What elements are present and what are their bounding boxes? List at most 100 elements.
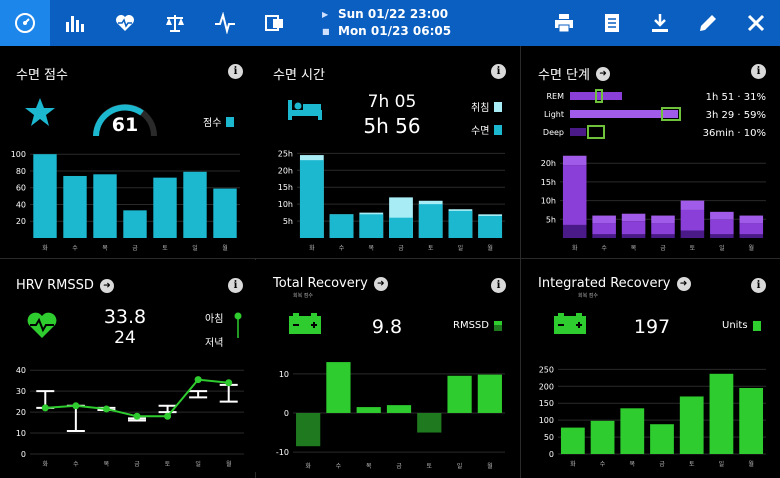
- bar: [590, 420, 615, 454]
- download-icon: [652, 14, 668, 32]
- y-tick-label: 20: [16, 408, 26, 417]
- scale-icon: [166, 15, 184, 32]
- y-tick-label: 10h: [278, 200, 293, 209]
- data-point: [164, 412, 172, 420]
- close-icon: [747, 14, 765, 32]
- integrated-recovery-panel[interactable]: Integrated Recovery ➜ 회복 점수 i 197 Units 0…: [522, 260, 780, 472]
- battery-icon: [289, 313, 321, 334]
- arrow-right-icon[interactable]: ➜: [595, 66, 610, 81]
- stage-target: [661, 107, 681, 121]
- y-tick-label: 0: [21, 450, 26, 459]
- data-point: [41, 404, 49, 412]
- bar-segment: [680, 200, 705, 210]
- stage-label: Deep: [543, 128, 564, 137]
- x-tick-label: 수: [73, 461, 79, 468]
- x-tick-label: 화: [43, 461, 49, 468]
- download-button[interactable]: [636, 0, 684, 46]
- x-tick-label: 월: [749, 244, 755, 252]
- y-tick-label: 250: [539, 365, 554, 374]
- bar-segment: [651, 215, 675, 224]
- data-point: [102, 405, 110, 413]
- edit-button[interactable]: [684, 0, 732, 46]
- report-button[interactable]: [588, 0, 636, 46]
- legend-swatch: [226, 116, 235, 127]
- pulse-button[interactable]: [200, 0, 250, 46]
- arrow-right-icon[interactable]: ➜: [373, 276, 388, 291]
- x-tick-label: 금: [659, 461, 665, 468]
- bar-segment: [710, 219, 734, 235]
- arrow-right-icon[interactable]: ➜: [676, 276, 691, 291]
- bar-segment: [739, 223, 764, 235]
- total-recovery-panel[interactable]: Total Recovery ➜ 회복 점수 i 9.8 RMSSD -10 0 10…: [257, 260, 520, 472]
- x-tick-label: 화: [572, 245, 578, 252]
- x-tick-label: 수: [72, 245, 78, 252]
- bar-segment: [739, 234, 764, 238]
- info-icon[interactable]: i: [491, 278, 506, 293]
- x-tick-label: 금: [134, 461, 140, 468]
- device-sync-icon: [265, 15, 283, 31]
- bar-segment: [680, 230, 705, 238]
- x-tick-label: 금: [132, 245, 138, 252]
- info-icon[interactable]: i: [228, 278, 243, 293]
- legend-swatch: [494, 101, 503, 112]
- x-tick-label: 화: [305, 463, 311, 470]
- integrated-recovery-chart: 0 50 100 150 200 250 화 수 목 금 토 일 월: [539, 365, 766, 468]
- sleep-stages-panel[interactable]: 수면 단계 ➜ i REM 1h 51 · 31% Light 3h 29 · 59% D…: [522, 46, 780, 258]
- bar-segment: [562, 165, 587, 225]
- bar-segment: [592, 215, 616, 224]
- bar: [63, 175, 87, 238]
- bar-asleep: [329, 214, 354, 238]
- x-tick-label: 토: [162, 245, 168, 252]
- stop-icon: ■: [322, 27, 330, 36]
- sleep-time-panel[interactable]: 수면 시간 i 7h 05 5h 56 취침 수면 5h 10h 15h 20h 25h…: [257, 46, 520, 258]
- stage-value: 3h 29 · 59%: [706, 110, 766, 121]
- sync-button[interactable]: [250, 0, 300, 46]
- x-tick-label: 목: [631, 245, 637, 252]
- stage-label: Light: [544, 110, 564, 119]
- bed-icon: [288, 100, 322, 120]
- sleep-time-chart: 5h 10h 15h 20h 25h 화 수 목 금 토 일 월: [278, 149, 505, 252]
- close-button[interactable]: [732, 0, 780, 46]
- x-tick-label: 일: [458, 244, 464, 252]
- bar-segment: [592, 223, 616, 235]
- data-point: [133, 412, 141, 420]
- heart-icon: [116, 15, 134, 31]
- legend-units: Units: [722, 320, 748, 331]
- info-icon[interactable]: i: [491, 64, 506, 79]
- bar-asleep: [448, 210, 473, 238]
- bar: [739, 388, 764, 454]
- arrow-right-icon[interactable]: ➜: [99, 278, 114, 293]
- balance-button[interactable]: [150, 0, 200, 46]
- hrv-panel[interactable]: HRV RMSSD ➜ i 33.8 24 아침 저녁 0 10 20 30 40 화 수 목 금…: [0, 260, 257, 472]
- info-icon[interactable]: i: [751, 64, 766, 79]
- total-recovery-value: 9.8: [371, 316, 403, 338]
- stage-value: 1h 51 · 31%: [706, 92, 766, 103]
- sleep-score-panel[interactable]: 수면 점수 i 61 점수 20 40 60 80 100 화 수 목 금 토 일 월: [0, 46, 257, 258]
- bar-segment: [592, 234, 616, 238]
- x-tick-label: 일: [457, 462, 463, 470]
- y-tick-label: 60: [16, 184, 26, 193]
- x-tick-label: 목: [104, 461, 110, 468]
- info-icon[interactable]: i: [228, 64, 243, 79]
- bar: [296, 412, 321, 447]
- score-gauge: [93, 104, 157, 137]
- y-tick-label: 100: [11, 150, 26, 159]
- print-button[interactable]: [540, 0, 588, 46]
- y-tick-label: 10h: [541, 197, 556, 206]
- heart-rate-button[interactable]: [100, 0, 150, 46]
- charts-button[interactable]: [50, 0, 100, 46]
- panel-subtitle: 회복 점수: [578, 293, 598, 299]
- y-tick-label: 10: [16, 429, 26, 438]
- bar-asleep: [359, 214, 384, 238]
- bar: [417, 412, 442, 433]
- y-tick-label: 80: [16, 167, 26, 176]
- x-tick-label: 목: [366, 463, 372, 470]
- panel-title: HRV RMSSD: [16, 278, 94, 293]
- in-bed-value: 7h 05: [367, 92, 417, 112]
- x-tick-label: 수: [600, 461, 606, 468]
- y-tick-label: 25h: [278, 149, 293, 158]
- info-icon[interactable]: i: [751, 278, 766, 293]
- x-tick-label: 금: [398, 245, 404, 252]
- dashboard-button[interactable]: [0, 0, 50, 46]
- panel-subtitle: 회복 점수: [293, 293, 313, 299]
